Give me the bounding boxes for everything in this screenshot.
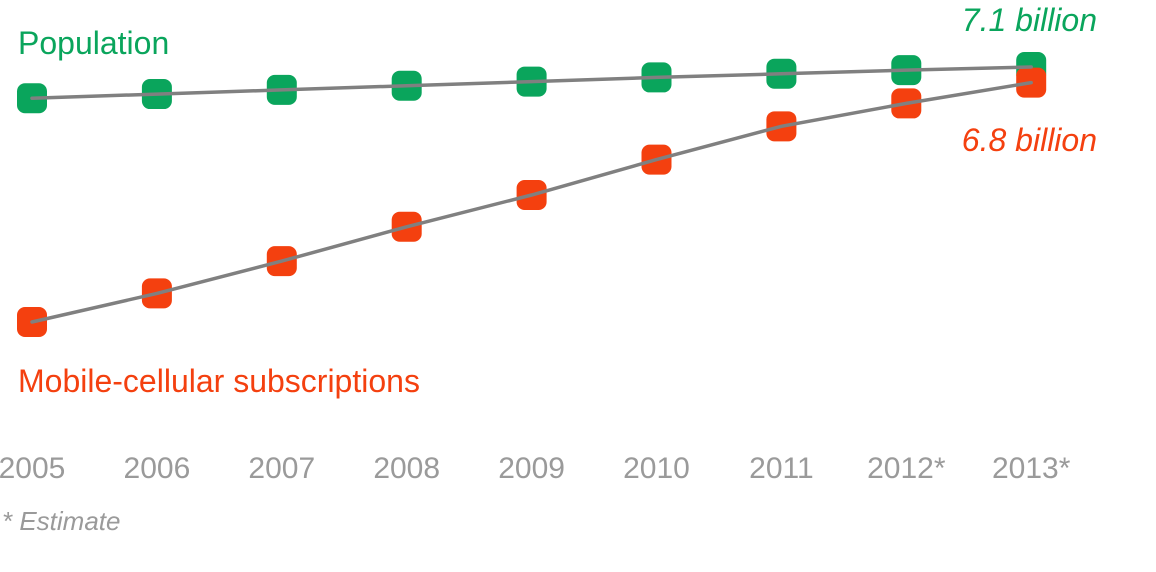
x-axis-ticks: 2005 2006 2007 2008 2009 2010 2011 2012* 2013* [0, 452, 1071, 485]
end-label-mobile: 6.8 billion [962, 122, 1097, 158]
series-line-population [30, 65, 1033, 100]
x-tick-label-2006: 2006 [124, 452, 191, 485]
x-tick-label-2013: 2013* [992, 452, 1071, 485]
estimate-note: * Estimate [2, 506, 121, 536]
x-tick-label-2011: 2011 [749, 452, 814, 485]
series-label-population: Population [18, 25, 169, 61]
x-tick-label-2009: 2009 [498, 452, 565, 485]
x-tick-label-2008: 2008 [373, 452, 440, 485]
x-tick-label-2010: 2010 [623, 452, 690, 485]
series-label-mobile: Mobile-cellular subscriptions [18, 363, 420, 399]
x-tick-label-2012: 2012* [867, 452, 946, 485]
x-tick-label-2007: 2007 [248, 452, 315, 485]
series-line-mobile [30, 80, 1033, 324]
x-tick-label-2005: 2005 [0, 452, 65, 485]
end-label-population: 7.1 billion [962, 2, 1097, 38]
